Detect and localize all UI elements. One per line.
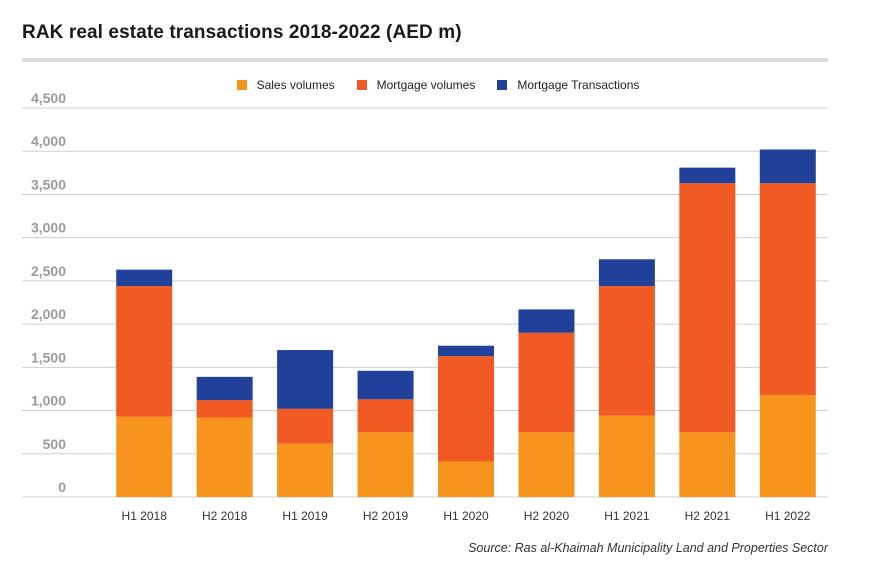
bar-segment-sales-volumes [116, 416, 173, 497]
x-tick-label: H2 2018 [202, 509, 248, 523]
title-divider [22, 58, 828, 62]
x-tick-label: H1 2021 [604, 509, 650, 523]
bar-segment-mortgage-volumes [759, 183, 816, 395]
bar-segment-sales-volumes [679, 432, 736, 497]
bar-segment-mortgage-volumes [196, 400, 253, 418]
legend-swatch-mortgage-volumes [356, 80, 367, 90]
bar-segment-sales-volumes [438, 461, 494, 497]
legend-item-mortgage-transactions: Mortgage Transactions [497, 76, 639, 94]
y-tick-label: 3,000 [31, 220, 66, 236]
legend-label-mortgage-transactions: Mortgage Transactions [517, 78, 640, 92]
bar-segment-mortgage-volumes [116, 286, 173, 417]
y-tick-label: 4,000 [31, 133, 66, 149]
bar-segment-sales-volumes [598, 415, 655, 497]
source-note: Source: Ras al-Khaimah Municipality Land… [468, 541, 828, 555]
y-tick-label: 2,000 [31, 306, 66, 322]
bar-segment-mortgage-volumes [679, 183, 736, 433]
legend-swatch-mortgage-transactions [497, 80, 508, 90]
x-tick-label: H1 2022 [765, 509, 811, 523]
bar-segment-mortgage-transactions [759, 149, 816, 184]
legend-item-sales-volumes: Sales volumes [236, 76, 335, 94]
bars [116, 149, 816, 497]
x-axis-tick-labels: H1 2018 H2 2018 H1 2019 H2 2019 H1 2020 H2 20… [122, 509, 811, 523]
y-tick-label: 500 [43, 436, 67, 452]
bar-segment-mortgage-transactions [679, 167, 736, 184]
bar-segment-mortgage-transactions [196, 376, 253, 401]
bar-segment-mortgage-transactions [116, 269, 173, 287]
legend-item-mortgage-volumes: Mortgage volumes [356, 76, 476, 94]
y-axis-tick-labels: 0 500 1,000 1,500 2,000 2,500 3,000 3,500 4,000 4… [31, 90, 66, 495]
bar-segment-mortgage-transactions [277, 350, 334, 409]
y-tick-label: 1,500 [31, 349, 66, 365]
bar-segment-sales-volumes [357, 432, 414, 497]
x-tick-label: H1 2019 [282, 509, 328, 523]
bar-segment-sales-volumes [277, 443, 334, 497]
chart-title: RAK real estate transactions 2018-2022 (… [22, 22, 462, 43]
x-tick-label: H2 2020 [524, 509, 570, 523]
x-tick-label: H1 2020 [443, 509, 489, 523]
bar-segment-mortgage-volumes [518, 332, 575, 433]
bar-segment-mortgage-volumes [357, 399, 414, 433]
x-tick-label: H2 2021 [685, 509, 731, 523]
bar-segment-sales-volumes [196, 417, 253, 497]
bar-segment-mortgage-transactions [518, 309, 575, 333]
y-tick-label: 1,000 [31, 393, 66, 409]
bar-segment-mortgage-transactions [438, 345, 494, 357]
bar-segment-mortgage-transactions [598, 259, 655, 287]
bar-segment-mortgage-volumes [598, 286, 655, 416]
legend-swatch-sales-volumes [236, 80, 247, 90]
x-tick-label: H1 2018 [122, 509, 168, 523]
y-tick-label: 4,500 [31, 90, 66, 106]
y-tick-label: 0 [58, 479, 66, 495]
bar-segment-mortgage-volumes [438, 356, 494, 462]
legend-label-sales-volumes: Sales volumes [256, 78, 335, 92]
bar-segment-mortgage-volumes [277, 408, 334, 444]
x-tick-label: H2 2019 [363, 509, 409, 523]
legend-label-mortgage-volumes: Mortgage volumes [376, 78, 476, 92]
bar-segment-mortgage-transactions [357, 370, 414, 400]
y-tick-label: 2,500 [31, 263, 66, 279]
bar-segment-sales-volumes [759, 394, 816, 497]
y-tick-label: 3,500 [31, 176, 66, 192]
legend: Sales volumes Mortgage volumes Mortgage … [0, 76, 876, 94]
bar-segment-sales-volumes [518, 432, 575, 497]
